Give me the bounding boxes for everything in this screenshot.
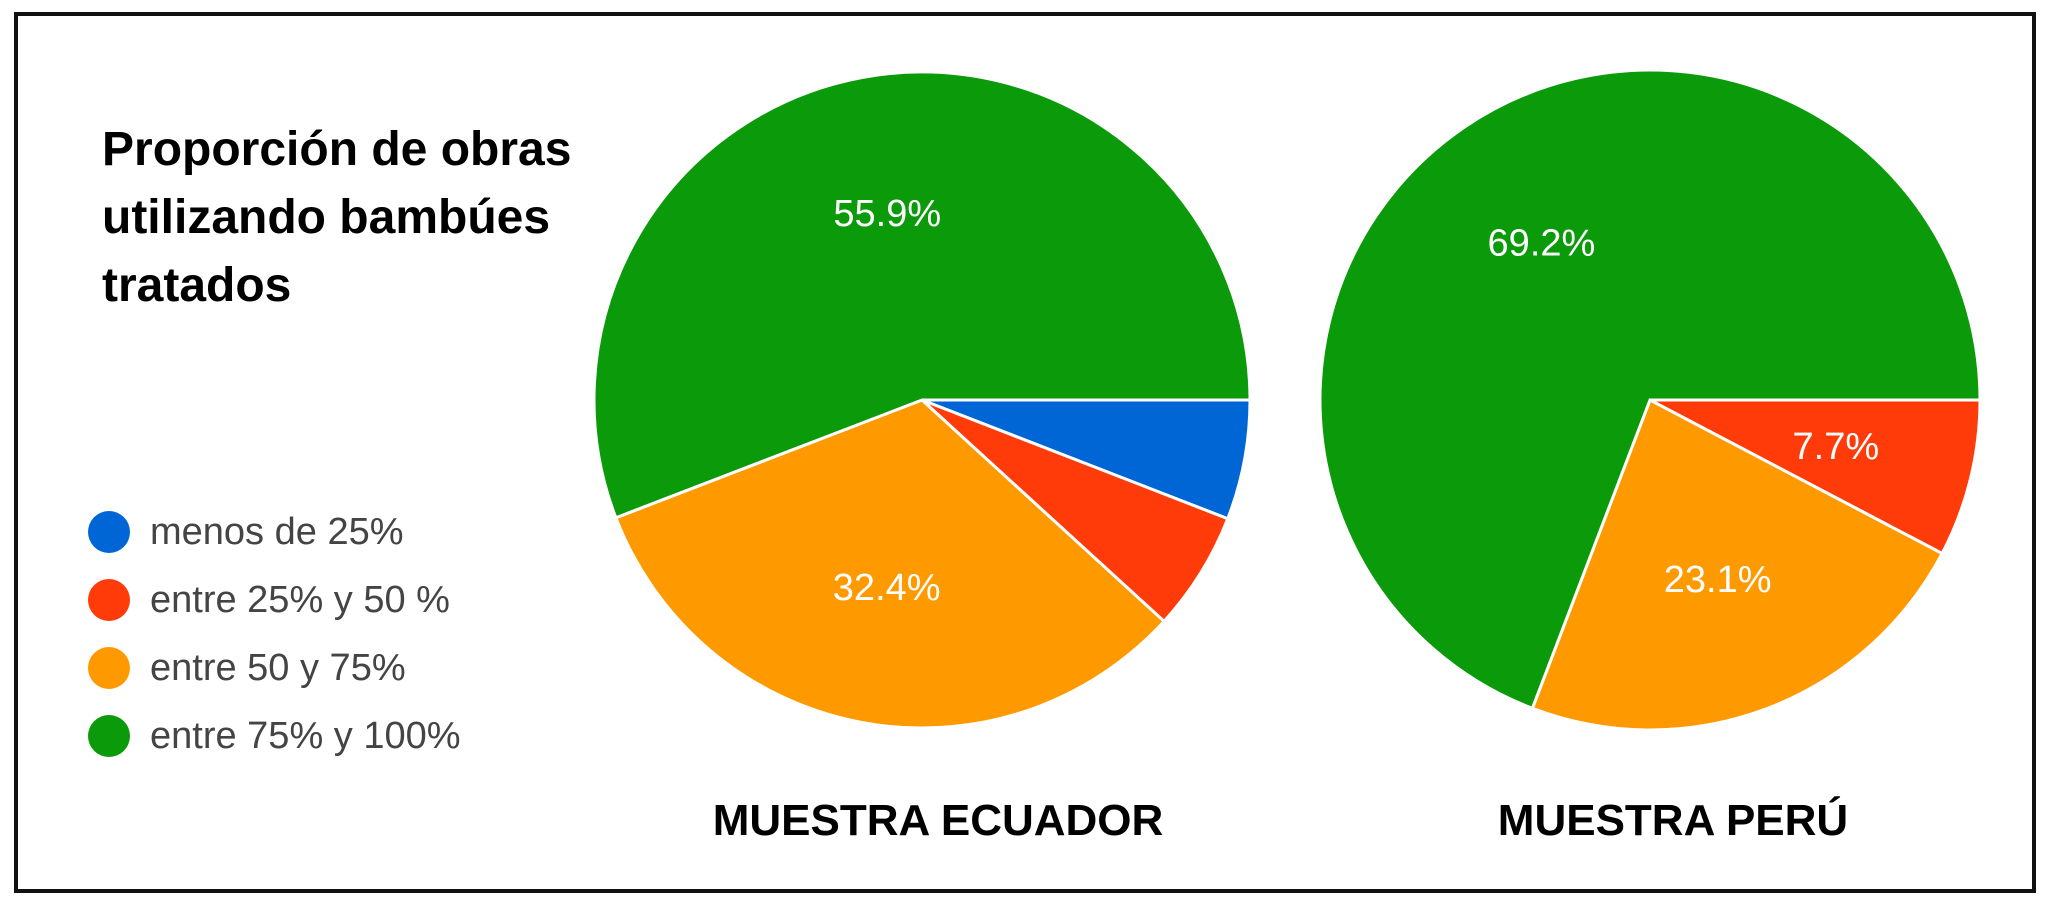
pie-slice xyxy=(592,70,1252,520)
legend-dot-icon xyxy=(88,579,130,621)
pie-slice xyxy=(921,398,1252,521)
legend-label: entre 25% y 50 % xyxy=(150,578,450,621)
pie-slice xyxy=(613,398,1167,730)
legend-dot-icon xyxy=(88,715,130,757)
legend-dot-icon xyxy=(88,511,130,553)
legend-label: menos de 25% xyxy=(150,510,404,553)
legend-item: entre 75% y 100% xyxy=(88,702,461,770)
chart-title-ecuador: MUESTRA ECUADOR xyxy=(712,796,1164,845)
legend-item: menos de 25% xyxy=(88,498,461,566)
legend-label: entre 50 y 75% xyxy=(150,646,406,689)
legend-dot-icon xyxy=(88,647,130,689)
legend-label: entre 75% y 100% xyxy=(150,714,461,757)
slice-label: 55.9% xyxy=(833,193,941,235)
legend-item: entre 50 y 75% xyxy=(88,634,461,702)
legend-item: entre 25% y 50 % xyxy=(88,566,461,634)
pie-slice xyxy=(920,398,1230,624)
legend: menos de 25% entre 25% y 50 % entre 50 y… xyxy=(88,498,461,770)
chart-title-peru: MUESTRA PERÚ xyxy=(1497,796,1849,845)
figure-title: Proporción de obras utilizando bambúes t… xyxy=(102,123,572,312)
slice-label: 32.4% xyxy=(833,567,941,609)
